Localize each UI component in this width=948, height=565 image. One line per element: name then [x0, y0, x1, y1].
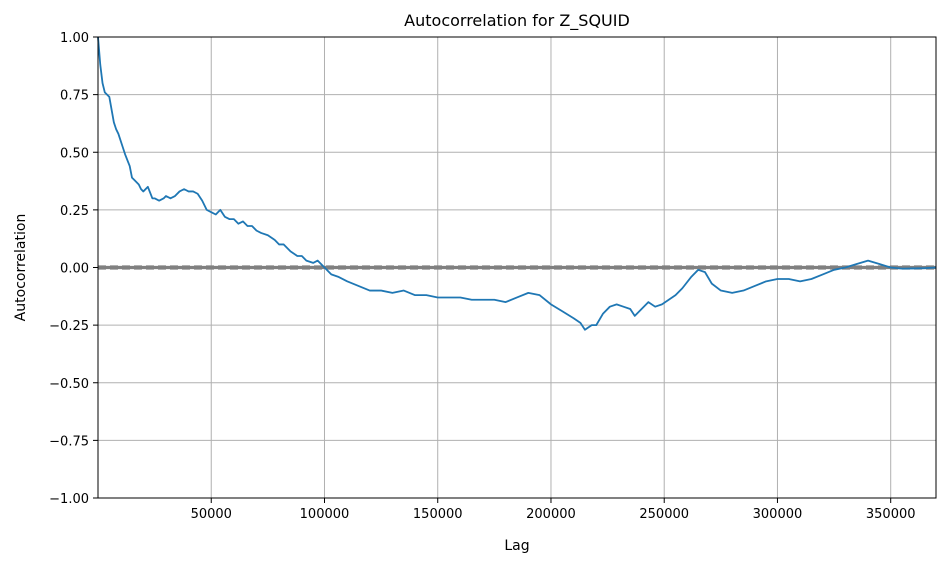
y-tick-label: −0.50 — [49, 377, 89, 392]
x-tick-label: 300000 — [753, 507, 803, 522]
series-line-0 — [97, 36, 937, 331]
y-tick-label: −0.75 — [49, 434, 89, 449]
y-tick-label: −1.00 — [49, 492, 89, 507]
y-tick-label: 1.00 — [60, 31, 89, 46]
x-tick-label: 50000 — [191, 507, 232, 522]
reference-lines — [98, 265, 936, 270]
x-tick-label: 150000 — [413, 507, 463, 522]
chart-title: Autocorrelation for Z_SQUID — [404, 11, 630, 31]
y-axis-label: Autocorrelation — [13, 214, 29, 322]
y-tick-label: 0.75 — [60, 89, 89, 104]
y-tick-label: 0.25 — [60, 204, 89, 219]
x-tick-label: 200000 — [526, 507, 576, 522]
series-layer — [97, 36, 937, 331]
x-tick-label: 350000 — [866, 507, 916, 522]
x-tick-label: 250000 — [639, 507, 689, 522]
y-tick-label: 0.50 — [60, 146, 89, 161]
x-tick-label: 100000 — [300, 507, 350, 522]
x-axis-label: Lag — [504, 538, 529, 554]
x-axis-ticks: 50000 100000 150000 200000 250000 300000 35000… — [191, 498, 916, 522]
y-axis-ticks: −1.00 −0.75 −0.50 −0.25 0.00 0.25 0.50 0.75 1.00 — [49, 31, 98, 507]
y-tick-label: 0.00 — [60, 262, 89, 277]
y-tick-label: −0.25 — [49, 319, 89, 334]
